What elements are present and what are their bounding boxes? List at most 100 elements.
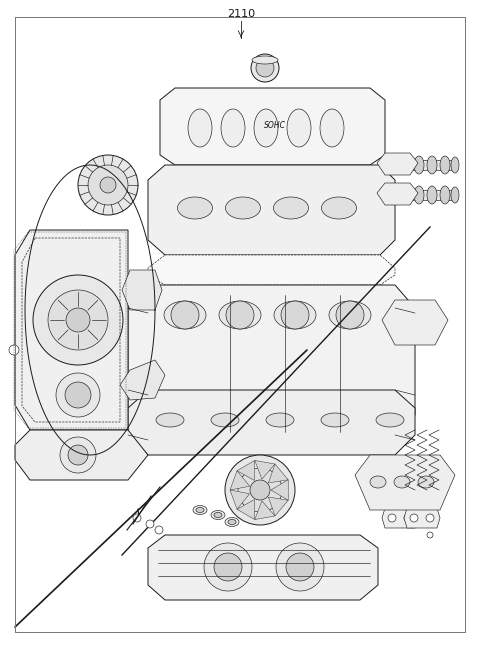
Circle shape bbox=[66, 308, 90, 332]
Circle shape bbox=[404, 514, 412, 522]
Circle shape bbox=[9, 345, 19, 355]
Circle shape bbox=[226, 301, 254, 329]
Ellipse shape bbox=[376, 413, 404, 427]
Ellipse shape bbox=[252, 56, 278, 64]
Ellipse shape bbox=[321, 413, 349, 427]
Ellipse shape bbox=[188, 109, 212, 147]
Polygon shape bbox=[268, 464, 288, 483]
Polygon shape bbox=[160, 88, 385, 165]
Ellipse shape bbox=[164, 301, 206, 329]
Circle shape bbox=[78, 155, 138, 215]
Ellipse shape bbox=[274, 301, 316, 329]
Ellipse shape bbox=[228, 520, 236, 524]
Circle shape bbox=[256, 59, 274, 77]
Ellipse shape bbox=[401, 156, 411, 174]
Ellipse shape bbox=[211, 413, 239, 427]
Circle shape bbox=[286, 553, 314, 581]
Polygon shape bbox=[404, 508, 440, 528]
Ellipse shape bbox=[254, 109, 278, 147]
Ellipse shape bbox=[451, 187, 459, 203]
Circle shape bbox=[33, 275, 123, 365]
Circle shape bbox=[133, 514, 141, 522]
Ellipse shape bbox=[388, 186, 398, 204]
Polygon shape bbox=[122, 270, 162, 310]
Ellipse shape bbox=[427, 186, 437, 204]
Ellipse shape bbox=[193, 505, 207, 514]
Polygon shape bbox=[237, 461, 255, 480]
Polygon shape bbox=[268, 497, 288, 516]
Ellipse shape bbox=[287, 109, 311, 147]
Polygon shape bbox=[120, 360, 165, 400]
Ellipse shape bbox=[156, 413, 184, 427]
Circle shape bbox=[171, 301, 199, 329]
Ellipse shape bbox=[388, 156, 398, 174]
Ellipse shape bbox=[320, 109, 344, 147]
Ellipse shape bbox=[394, 476, 410, 488]
Ellipse shape bbox=[178, 197, 213, 219]
Ellipse shape bbox=[414, 186, 424, 204]
Circle shape bbox=[276, 543, 324, 591]
Circle shape bbox=[48, 290, 108, 350]
Circle shape bbox=[155, 526, 163, 534]
Circle shape bbox=[388, 514, 396, 522]
Circle shape bbox=[60, 437, 96, 473]
Circle shape bbox=[427, 532, 433, 538]
Polygon shape bbox=[237, 499, 255, 520]
Circle shape bbox=[238, 468, 282, 512]
Circle shape bbox=[250, 480, 270, 500]
Polygon shape bbox=[148, 255, 395, 285]
Circle shape bbox=[100, 177, 116, 193]
Ellipse shape bbox=[329, 301, 371, 329]
Ellipse shape bbox=[211, 510, 225, 520]
Ellipse shape bbox=[401, 186, 411, 204]
Polygon shape bbox=[382, 480, 418, 500]
Polygon shape bbox=[15, 430, 148, 480]
Circle shape bbox=[426, 486, 434, 494]
Ellipse shape bbox=[414, 156, 424, 174]
Circle shape bbox=[410, 486, 418, 494]
Polygon shape bbox=[385, 190, 455, 200]
Polygon shape bbox=[404, 480, 440, 500]
Circle shape bbox=[281, 301, 309, 329]
Polygon shape bbox=[377, 183, 418, 205]
Circle shape bbox=[204, 543, 252, 591]
Ellipse shape bbox=[418, 476, 434, 488]
Polygon shape bbox=[382, 300, 448, 345]
Circle shape bbox=[225, 455, 295, 525]
Polygon shape bbox=[377, 153, 418, 175]
Ellipse shape bbox=[221, 109, 245, 147]
Ellipse shape bbox=[440, 156, 450, 174]
Polygon shape bbox=[148, 535, 378, 600]
Circle shape bbox=[214, 553, 242, 581]
Circle shape bbox=[336, 301, 364, 329]
Circle shape bbox=[404, 486, 412, 494]
Ellipse shape bbox=[274, 197, 309, 219]
Polygon shape bbox=[15, 230, 128, 430]
Ellipse shape bbox=[226, 197, 261, 219]
Ellipse shape bbox=[219, 301, 261, 329]
Polygon shape bbox=[128, 390, 415, 455]
Ellipse shape bbox=[322, 197, 357, 219]
Circle shape bbox=[388, 486, 396, 494]
Polygon shape bbox=[128, 285, 415, 435]
Polygon shape bbox=[230, 490, 250, 509]
Ellipse shape bbox=[440, 186, 450, 204]
Ellipse shape bbox=[266, 413, 294, 427]
Polygon shape bbox=[255, 501, 275, 520]
Circle shape bbox=[68, 445, 88, 465]
Ellipse shape bbox=[370, 476, 386, 488]
Circle shape bbox=[410, 514, 418, 522]
Ellipse shape bbox=[214, 512, 222, 518]
Ellipse shape bbox=[451, 157, 459, 173]
Polygon shape bbox=[355, 455, 455, 510]
Circle shape bbox=[426, 514, 434, 522]
Polygon shape bbox=[255, 461, 275, 479]
Polygon shape bbox=[382, 508, 418, 528]
Polygon shape bbox=[230, 470, 250, 490]
Polygon shape bbox=[148, 165, 395, 255]
Circle shape bbox=[146, 520, 154, 528]
Polygon shape bbox=[385, 160, 455, 170]
Polygon shape bbox=[271, 480, 288, 500]
Ellipse shape bbox=[427, 156, 437, 174]
Ellipse shape bbox=[196, 507, 204, 512]
